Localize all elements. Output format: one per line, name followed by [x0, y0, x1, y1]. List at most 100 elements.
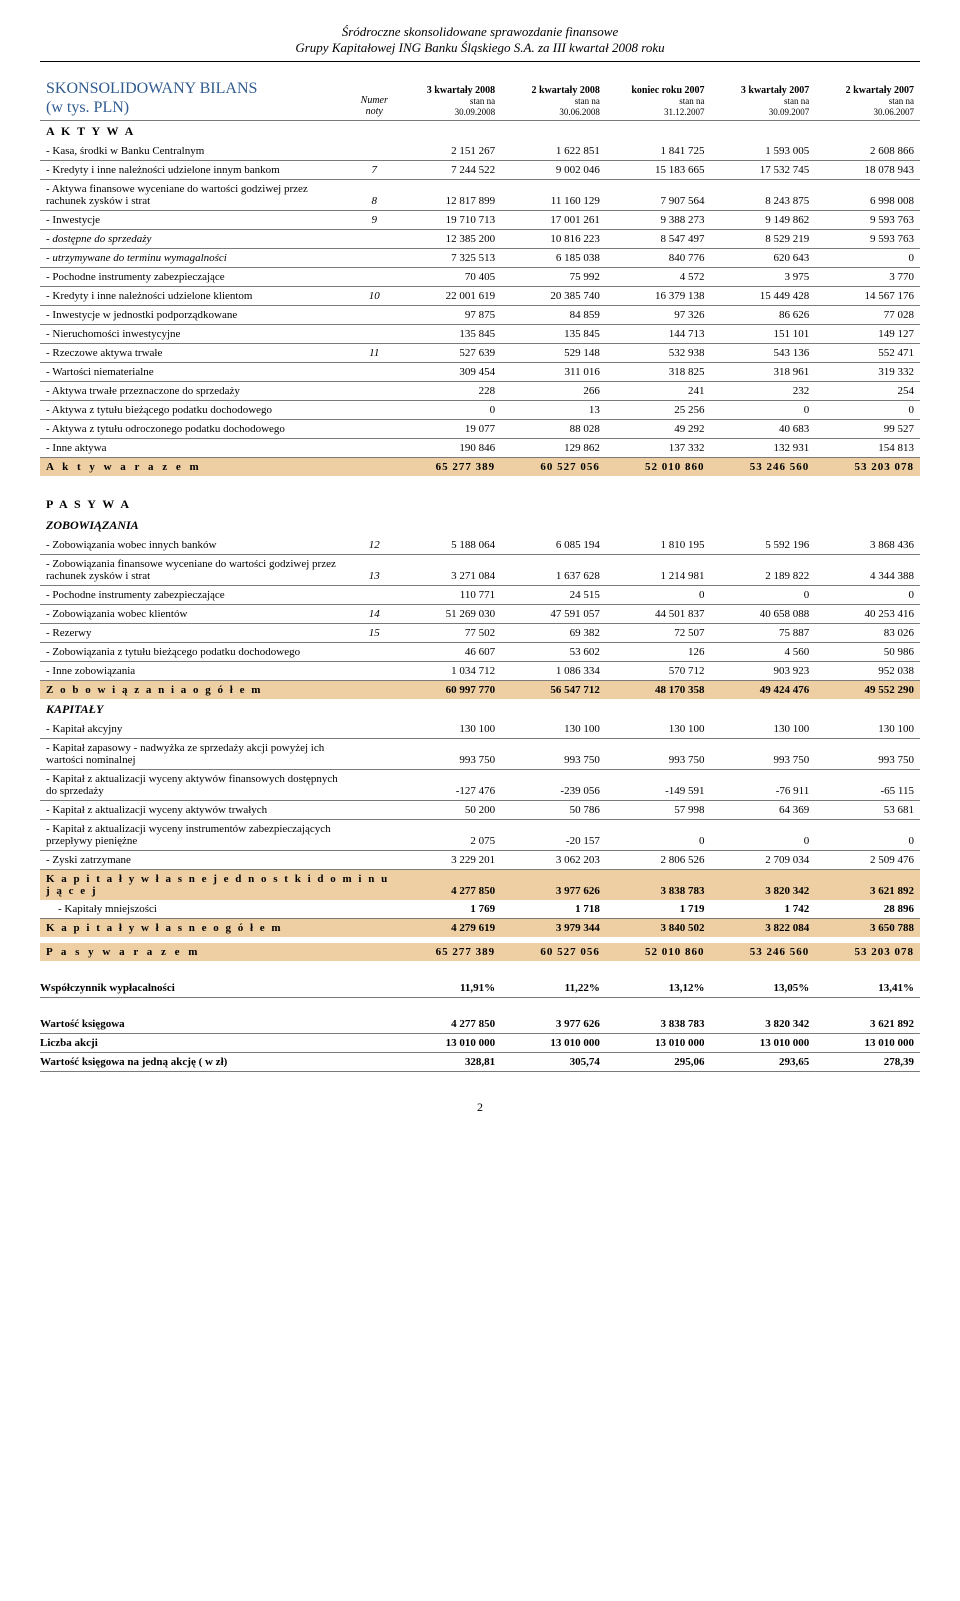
table-row: - Inne zobowiązania1 034 7121 086 334570… [40, 661, 920, 680]
row-value: 529 148 [501, 343, 606, 362]
row-label: - Zobowiązania wobec innych banków [40, 536, 352, 555]
table-row: - Kapitał z aktualizacji wyceny aktywów … [40, 769, 920, 800]
row-noty [352, 362, 396, 381]
column-noty: Numer noty [352, 76, 396, 121]
row-value: 129 862 [501, 438, 606, 457]
row-value: 993 750 [606, 738, 711, 769]
row-value: 993 750 [396, 738, 501, 769]
row-value: 70 405 [396, 267, 501, 286]
row-noty [352, 305, 396, 324]
row-value: 9 002 046 [501, 160, 606, 179]
row-noty [352, 642, 396, 661]
row-value: 83 026 [815, 623, 920, 642]
row-noty [352, 585, 396, 604]
row-value: 14 567 176 [815, 286, 920, 305]
row-value: 309 454 [396, 362, 501, 381]
row-value: 228 [396, 381, 501, 400]
table-row: Współczynnik wypłacalności11,91%11,22%13… [40, 979, 920, 998]
column-header-3: koniec roku 2007 stan na 31.12.2007 [606, 76, 711, 121]
row-value: 0 [396, 400, 501, 419]
row-value: 132 931 [711, 438, 816, 457]
row-value: 254 [815, 381, 920, 400]
row-value: 2 509 476 [815, 850, 920, 869]
row-label: - dostępne do sprzedaży [40, 229, 352, 248]
row-value: 135 845 [396, 324, 501, 343]
row-value: 144 713 [606, 324, 711, 343]
row-value: 22 001 619 [396, 286, 501, 305]
row-label: Liczba akcji [40, 1034, 352, 1053]
row-value: 3 977 626 [501, 1015, 606, 1034]
row-value: 266 [501, 381, 606, 400]
row-value: 0 [711, 819, 816, 850]
row-value: 53 602 [501, 642, 606, 661]
row-noty: 10 [352, 286, 396, 305]
row-value: 10 816 223 [501, 229, 606, 248]
row-value: 1 841 725 [606, 142, 711, 161]
table-row: - Kredyty i inne należności udzielone kl… [40, 286, 920, 305]
page-number: 2 [40, 1100, 920, 1115]
row-value: -65 115 [815, 769, 920, 800]
row-value: 8 547 497 [606, 229, 711, 248]
column-header-2: 2 kwartały 2008 stan na 30.06.2008 [501, 76, 606, 121]
row-value: 64 369 [711, 800, 816, 819]
total-zobow-label: Z o b o w i ą z a n i a o g ó ł e m [40, 680, 396, 699]
row-label: - Rezerwy [40, 623, 352, 642]
row-value: 2 709 034 [711, 850, 816, 869]
row-value: 57 998 [606, 800, 711, 819]
row-value: 311 016 [501, 362, 606, 381]
row-value: 6 085 194 [501, 536, 606, 555]
row-label: - Zobowiązania finansowe wyceniane do wa… [40, 554, 352, 585]
row-value: 532 938 [606, 343, 711, 362]
table-row: - Zobowiązania finansowe wyceniane do wa… [40, 554, 920, 585]
row-value: 51 269 030 [396, 604, 501, 623]
table-row: - Kapitał z aktualizacji wyceny aktywów … [40, 800, 920, 819]
table-row: - Zobowiązania wobec klientów1451 269 03… [40, 604, 920, 623]
row-noty [352, 800, 396, 819]
row-value: 12 817 899 [396, 179, 501, 210]
row-value: 137 332 [606, 438, 711, 457]
row-noty [352, 324, 396, 343]
row-value: 17 001 261 [501, 210, 606, 229]
row-label: - utrzymywane do terminu wymagalności [40, 248, 352, 267]
row-value: 0 [815, 585, 920, 604]
row-value: 3 838 783 [606, 1015, 711, 1034]
row-value: -76 911 [711, 769, 816, 800]
row-value: 151 101 [711, 324, 816, 343]
row-value: 620 643 [711, 248, 816, 267]
header-line-1: Śródroczne skonsolidowane sprawozdanie f… [40, 24, 920, 40]
row-label: - Pochodne instrumenty zabezpieczające [40, 267, 352, 286]
row-value: 50 986 [815, 642, 920, 661]
row-value: 13,12% [606, 979, 711, 998]
row-value: 305,74 [501, 1053, 606, 1072]
row-value: 16 379 138 [606, 286, 711, 305]
table-row: - Rzeczowe aktywa trwałe11527 639529 148… [40, 343, 920, 362]
row-noty: 13 [352, 554, 396, 585]
row-value: 293,65 [711, 1053, 816, 1072]
row-value: 840 776 [606, 248, 711, 267]
row-noty [352, 229, 396, 248]
row-value: 1 810 195 [606, 536, 711, 555]
table-row: Wartość księgowa4 277 8503 977 6263 838 … [40, 1015, 920, 1034]
row-value: 3 975 [711, 267, 816, 286]
table-row: - Zyski zatrzymane3 229 2013 062 2032 80… [40, 850, 920, 869]
row-value: 543 136 [711, 343, 816, 362]
row-value: 13 010 000 [711, 1034, 816, 1053]
row-value: 241 [606, 381, 711, 400]
row-value: 13 [501, 400, 606, 419]
row-value: 40 658 088 [711, 604, 816, 623]
row-label: - Kapitał z aktualizacji wyceny aktywów … [40, 800, 352, 819]
row-value: 8 529 219 [711, 229, 816, 248]
table-row: - Kapitał akcyjny130 100130 100130 10013… [40, 720, 920, 739]
row-value: 12 385 200 [396, 229, 501, 248]
row-value: 149 127 [815, 324, 920, 343]
row-value: 24 515 [501, 585, 606, 604]
row-value: 318 825 [606, 362, 711, 381]
table-row: - Pochodne instrumenty zabezpieczające11… [40, 585, 920, 604]
row-value: 6 185 038 [501, 248, 606, 267]
table-row: - Kapitał z aktualizacji wyceny instrume… [40, 819, 920, 850]
row-value: 25 256 [606, 400, 711, 419]
row-value: 3 868 436 [815, 536, 920, 555]
table-row: - Inwestycje919 710 71317 001 2619 388 2… [40, 210, 920, 229]
row-noty [352, 419, 396, 438]
row-label: - Inne aktywa [40, 438, 352, 457]
